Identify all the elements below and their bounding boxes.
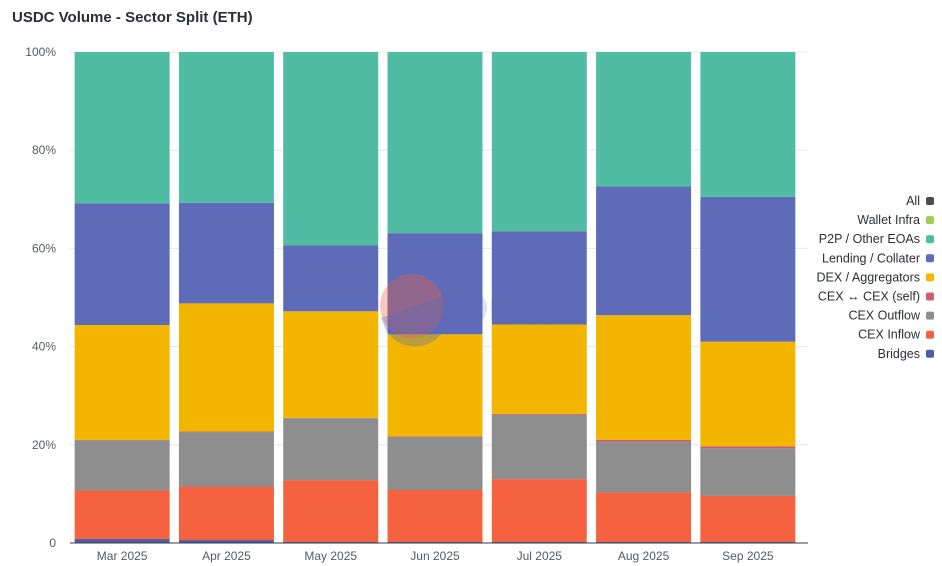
legend-label: DEX / Aggregators — [816, 270, 920, 284]
bar-segment-cex-inflow[interactable] — [596, 492, 692, 543]
legend-label: P2P / Other EOAs — [819, 232, 920, 246]
bar-segment-cex-inflow[interactable] — [387, 489, 483, 543]
legend-swatch — [926, 292, 934, 301]
x-tick-label: Aug 2025 — [618, 549, 670, 563]
chart-title: USDC Volume - Sector Split (ETH) — [12, 9, 253, 26]
legend-swatch — [926, 197, 934, 205]
legend-swatch — [926, 254, 934, 263]
legend-item[interactable]: All — [906, 194, 934, 208]
bar-segment-p2p-other-eoas[interactable] — [387, 52, 483, 234]
bar-segment-p2p-other-eoas[interactable] — [74, 52, 170, 204]
bar-segment-lending-collateral[interactable] — [491, 231, 587, 325]
bar-segment-cex-inflow[interactable] — [491, 479, 587, 543]
bar-segment-lending-collateral[interactable] — [596, 186, 692, 316]
x-tick-label: May 2025 — [304, 549, 357, 563]
dune-watermark: Dune — [380, 274, 560, 347]
x-tick-label: Jun 2025 — [410, 549, 460, 563]
bar-segment-p2p-other-eoas[interactable] — [491, 52, 587, 232]
bar-segment-p2p-other-eoas[interactable] — [700, 52, 796, 197]
dune-logo-wedge — [381, 296, 449, 347]
bar-segment-cex-outflow[interactable] — [387, 436, 483, 490]
legend-swatch — [926, 311, 934, 320]
legend-label: Wallet Infra — [857, 213, 920, 227]
bar-segment-cex-inflow[interactable] — [178, 486, 274, 541]
bar-segment-cex-cex-self[interactable] — [700, 446, 796, 449]
bar-segment-bridges[interactable] — [178, 540, 274, 543]
bar-segment-p2p-other-eoas[interactable] — [283, 52, 379, 246]
bar-segment-dex-aggregators[interactable] — [387, 334, 483, 437]
bar-segment-dex-aggregators[interactable] — [700, 341, 796, 447]
bar-segment-cex-outflow[interactable] — [74, 440, 170, 491]
bar-segment-cex-outflow[interactable] — [700, 448, 796, 496]
bar-segment-cex-cex-self[interactable] — [596, 439, 692, 442]
bar-segment-cex-inflow[interactable] — [74, 490, 170, 540]
x-axis-ticks: Mar 2025 Apr 2025 May 2025 Jun 2025 Jul 2025… — [97, 549, 774, 563]
y-tick-label: 60% — [32, 241, 56, 255]
legend: All Wallet Infra P2P / Other EOAs Lending /… — [816, 194, 934, 361]
legend-label: CEX ↔ CEX (self) — [818, 290, 920, 304]
bar-segment-cex-cex-self[interactable] — [491, 413, 587, 415]
y-tick-label: 100% — [25, 45, 56, 59]
bar-segment-lending-collateral[interactable] — [700, 196, 796, 342]
y-tick-label: 40% — [32, 340, 56, 354]
legend-swatch — [926, 216, 934, 225]
legend-item[interactable]: CEX Outflow — [848, 309, 934, 323]
legend-swatch — [926, 349, 934, 358]
legend-item[interactable]: Wallet Infra — [857, 213, 934, 227]
legend-item[interactable]: CEX Inflow — [858, 328, 934, 342]
y-axis-ticks: 0 20% 40% 60% 80% 100% — [25, 45, 56, 550]
watermark-text: Dune — [460, 287, 560, 331]
bar-segment-lending-collateral[interactable] — [178, 202, 274, 304]
bar-segment-p2p-other-eoas[interactable] — [178, 52, 274, 203]
bar-segment-cex-inflow[interactable] — [700, 495, 796, 543]
legend-swatch — [926, 235, 934, 244]
legend-label: CEX Outflow — [848, 309, 921, 323]
bars — [74, 52, 796, 543]
bar-segment-dex-aggregators[interactable] — [178, 303, 274, 432]
legend-swatch — [926, 273, 934, 282]
bar-segment-lending-collateral[interactable] — [387, 233, 483, 335]
bar-segment-lending-collateral[interactable] — [74, 203, 170, 325]
legend-item[interactable]: Lending / Collater — [822, 251, 934, 265]
legend-item[interactable]: Bridges — [878, 347, 934, 361]
bar-segment-lending-collateral[interactable] — [283, 245, 379, 312]
dune-logo-circle — [380, 274, 444, 338]
bar-segment-p2p-other-eoas[interactable] — [596, 52, 692, 187]
legend-label: All — [906, 194, 920, 208]
legend-label: CEX Inflow — [858, 328, 921, 342]
y-tick-label: 0 — [49, 536, 56, 550]
bar-segment-dex-aggregators[interactable] — [596, 315, 692, 440]
x-tick-label: Mar 2025 — [97, 549, 148, 563]
y-tick-label: 80% — [32, 143, 56, 157]
x-tick-label: Apr 2025 — [202, 549, 251, 563]
legend-item[interactable]: DEX / Aggregators — [816, 270, 934, 284]
legend-label: Bridges — [878, 347, 920, 361]
bar-segment-cex-inflow[interactable] — [283, 480, 379, 543]
x-tick-label: Jul 2025 — [517, 549, 563, 563]
y-tick-label: 20% — [32, 438, 56, 452]
bar-segment-dex-aggregators[interactable] — [74, 324, 170, 440]
legend-label: Lending / Collater — [822, 251, 920, 265]
bar-segment-cex-outflow[interactable] — [596, 441, 692, 493]
legend-swatch — [926, 330, 934, 339]
bar-segment-bridges[interactable] — [74, 539, 170, 543]
x-tick-label: Sep 2025 — [722, 549, 774, 563]
legend-item[interactable]: CEX ↔ CEX (self) — [818, 290, 934, 304]
bar-segment-cex-outflow[interactable] — [283, 418, 379, 481]
bar-segment-dex-aggregators[interactable] — [283, 311, 379, 418]
legend-item[interactable]: P2P / Other EOAs — [819, 232, 934, 246]
bar-segment-dex-aggregators[interactable] — [491, 324, 587, 414]
bar-segment-cex-outflow[interactable] — [178, 432, 274, 487]
bar-segment-cex-outflow[interactable] — [491, 414, 587, 480]
